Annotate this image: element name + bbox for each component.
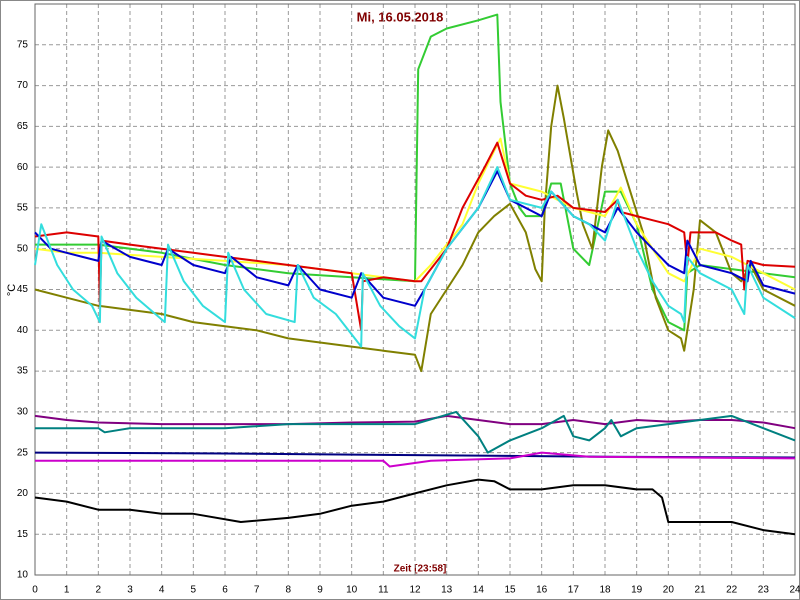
x-tick-label: 18: [599, 585, 611, 596]
y-tick-label: 25: [17, 447, 29, 458]
x-tick-label: 11: [378, 585, 389, 596]
x-tick-label: 0: [32, 585, 38, 596]
y-tick-label: 15: [17, 529, 29, 540]
y-tick-label: 40: [17, 325, 29, 336]
x-tick-label: 24: [789, 585, 800, 596]
x-tick-label: 13: [441, 585, 453, 596]
x-tick-label: 3: [127, 585, 133, 596]
y-tick-label: 20: [17, 488, 29, 499]
x-tick-label: 6: [222, 585, 228, 596]
y-axis-label: °C: [6, 284, 18, 296]
chart-title: Mi, 16.05.2018: [357, 9, 444, 24]
x-tick-label: 22: [726, 585, 738, 596]
y-tick-label: 75: [17, 39, 29, 50]
x-tick-label: 10: [346, 585, 358, 596]
x-tick-label: 1: [64, 585, 70, 596]
x-tick-label: 15: [504, 585, 516, 596]
x-tick-label: 14: [473, 585, 485, 596]
x-tick-label: 23: [758, 585, 770, 596]
y-tick-label: 10: [17, 570, 29, 581]
x-tick-label: 8: [286, 585, 292, 596]
x-tick-label: 21: [694, 585, 706, 596]
x-tick-label: 12: [409, 585, 421, 596]
x-tick-label: 20: [663, 585, 675, 596]
x-tick-label: 16: [536, 585, 548, 596]
x-tick-label: 19: [631, 585, 643, 596]
y-tick-label: 70: [17, 80, 29, 91]
series-line: [34, 166, 796, 348]
y-tick-label: 30: [17, 406, 29, 417]
y-tick-label: 65: [17, 121, 29, 132]
x-tick-label: 9: [317, 585, 323, 596]
series-line: [35, 451, 796, 468]
series-line: [35, 410, 796, 454]
y-tick-label: 50: [17, 243, 29, 254]
x-tick-label: 7: [254, 585, 260, 596]
x-tick-label: 4: [159, 585, 165, 596]
y-tick-label: 35: [17, 366, 29, 377]
y-tick-label: 55: [17, 203, 29, 214]
y-tick-label: 60: [17, 162, 29, 173]
x-axis-label: Zeit [23:58]: [394, 564, 447, 575]
x-tick-label: 5: [191, 585, 197, 596]
series-line: [34, 478, 796, 536]
y-tick-label: 45: [17, 284, 29, 295]
x-tick-label: 17: [568, 585, 580, 596]
series-line: [34, 141, 796, 332]
x-tick-label: 2: [96, 585, 102, 596]
